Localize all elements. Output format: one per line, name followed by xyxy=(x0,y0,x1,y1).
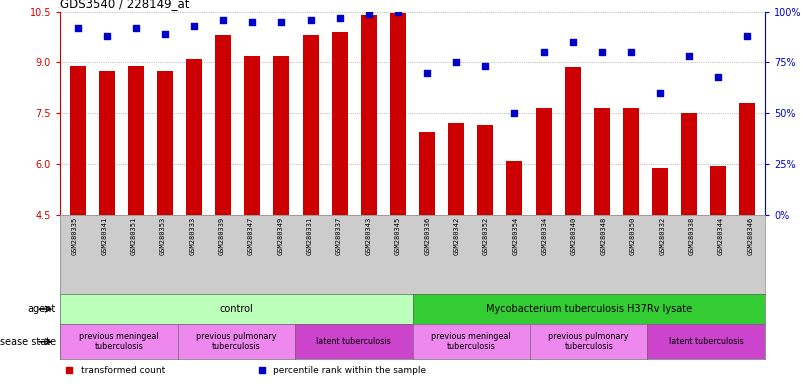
Text: GSM280351: GSM280351 xyxy=(131,217,136,255)
Bar xyxy=(477,125,493,368)
Text: latent tuberculosis: latent tuberculosis xyxy=(316,337,391,346)
Text: GSM280348: GSM280348 xyxy=(601,217,606,255)
Point xyxy=(392,8,405,15)
Point xyxy=(741,33,754,39)
Point xyxy=(100,33,113,39)
Text: GSM280332: GSM280332 xyxy=(659,217,665,255)
Bar xyxy=(186,59,202,368)
Text: transformed count: transformed count xyxy=(81,366,165,375)
Text: GSM280350: GSM280350 xyxy=(630,217,636,255)
Point xyxy=(625,49,638,55)
Text: GSM280338: GSM280338 xyxy=(689,217,694,255)
Point xyxy=(159,31,171,37)
Bar xyxy=(565,68,581,368)
Text: GSM280335: GSM280335 xyxy=(72,217,78,255)
Text: GSM280339: GSM280339 xyxy=(219,217,224,255)
Bar xyxy=(244,56,260,368)
Point xyxy=(450,59,463,65)
Text: percentile rank within the sample: percentile rank within the sample xyxy=(273,366,426,375)
Bar xyxy=(652,167,668,368)
Text: GSM280347: GSM280347 xyxy=(248,217,254,255)
Bar xyxy=(303,35,319,368)
Bar xyxy=(419,132,435,368)
Bar xyxy=(215,35,231,368)
Point xyxy=(130,25,143,31)
Text: GSM280331: GSM280331 xyxy=(307,217,312,255)
Text: GSM280353: GSM280353 xyxy=(160,217,166,255)
Text: GSM280354: GSM280354 xyxy=(513,217,518,255)
Bar xyxy=(449,124,465,368)
Bar xyxy=(273,56,289,368)
Text: GSM280343: GSM280343 xyxy=(365,217,372,255)
Point xyxy=(275,18,288,25)
Text: previous meningeal
tuberculosis: previous meningeal tuberculosis xyxy=(79,332,159,351)
Bar xyxy=(681,113,697,368)
Bar xyxy=(157,71,173,368)
Point xyxy=(421,70,433,76)
Point xyxy=(187,23,200,29)
Bar xyxy=(70,66,86,368)
Point xyxy=(304,17,317,23)
Bar xyxy=(594,108,610,368)
Text: previous pulmonary
tuberculosis: previous pulmonary tuberculosis xyxy=(549,332,629,351)
Bar xyxy=(99,71,115,368)
Bar xyxy=(506,161,522,368)
Text: agent: agent xyxy=(28,304,56,314)
Text: GSM280352: GSM280352 xyxy=(483,217,489,255)
Bar xyxy=(739,103,755,368)
Text: GSM280337: GSM280337 xyxy=(336,217,342,255)
Point xyxy=(71,25,84,31)
Point xyxy=(508,110,521,116)
Text: latent tuberculosis: latent tuberculosis xyxy=(669,337,743,346)
Text: GSM280346: GSM280346 xyxy=(747,217,753,255)
Point xyxy=(654,90,666,96)
Point xyxy=(246,18,259,25)
Text: previous pulmonary
tuberculosis: previous pulmonary tuberculosis xyxy=(196,332,276,351)
Text: GSM280340: GSM280340 xyxy=(571,217,577,255)
Point xyxy=(366,244,379,250)
Text: GSM280342: GSM280342 xyxy=(453,217,460,255)
Text: GSM280345: GSM280345 xyxy=(395,217,400,255)
Text: Mycobacterium tuberculosis H37Rv lysate: Mycobacterium tuberculosis H37Rv lysate xyxy=(485,304,692,314)
Text: GSM280349: GSM280349 xyxy=(277,217,284,255)
Bar xyxy=(332,32,348,368)
Bar xyxy=(128,66,144,368)
Bar xyxy=(390,13,406,368)
Point xyxy=(537,49,550,55)
Text: previous meningeal
tuberculosis: previous meningeal tuberculosis xyxy=(432,332,511,351)
Point xyxy=(682,53,695,60)
Text: GSM280333: GSM280333 xyxy=(189,217,195,255)
Bar xyxy=(710,166,727,368)
Text: GSM280341: GSM280341 xyxy=(101,217,107,255)
Bar xyxy=(536,108,552,368)
Text: GSM280344: GSM280344 xyxy=(718,217,724,255)
Point xyxy=(712,74,725,80)
Text: disease state: disease state xyxy=(0,337,56,347)
Point xyxy=(479,63,492,70)
Text: control: control xyxy=(219,304,253,314)
Bar xyxy=(360,15,376,368)
Text: GSM280334: GSM280334 xyxy=(541,217,548,255)
Point xyxy=(362,10,375,17)
Point xyxy=(217,17,230,23)
Bar xyxy=(623,108,639,368)
Point xyxy=(566,39,579,45)
Point xyxy=(595,49,608,55)
Text: GSM280336: GSM280336 xyxy=(425,217,430,255)
Text: GDS3540 / 228149_at: GDS3540 / 228149_at xyxy=(60,0,190,10)
Point xyxy=(333,15,346,21)
